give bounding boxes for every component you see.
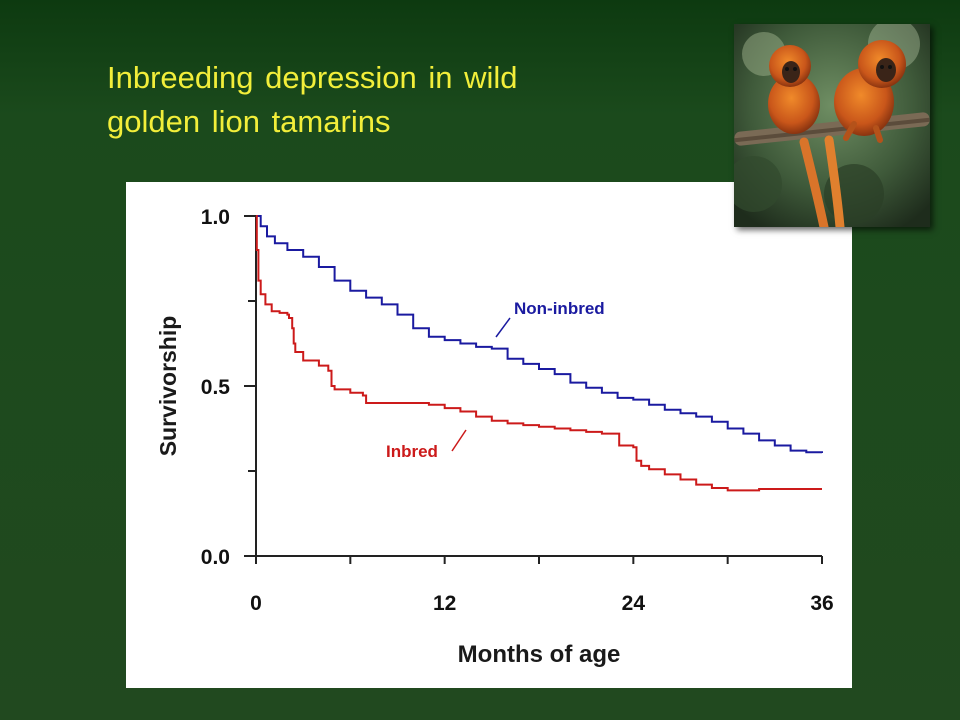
chart-panel: 0.0 0.5 1.0 0 12 24 36 Non-inbred Inbred Survi… — [126, 182, 852, 688]
tamarin-photo-illustration — [734, 24, 930, 227]
inbred-leader-line — [451, 429, 467, 452]
y-axis-label: Survivorship — [155, 316, 181, 457]
slide-title-line-1: Inbreeding depression in wild — [107, 60, 518, 95]
noninbred-leader-line — [495, 317, 511, 338]
axis-tick-labels: 0.0 0.5 1.0 0 12 24 36 — [201, 206, 834, 615]
noninbred-series-line — [256, 215, 823, 454]
survivorship-chart: 0.0 0.5 1.0 0 12 24 36 Non-inbred Inbred Survi… — [155, 206, 834, 668]
inbred-series-line — [255, 215, 822, 492]
inbred-annotation: Inbred — [386, 442, 438, 461]
x-tick-label: 24 — [622, 592, 646, 615]
x-axis-label: Months of age — [458, 641, 621, 668]
noninbred-annotation: Non-inbred — [514, 299, 605, 318]
slide-title-line-2: golden lion tamarins — [107, 104, 391, 139]
y-tick-label: 0.5 — [201, 376, 231, 399]
x-tick-label: 36 — [810, 592, 833, 615]
tamarin-photo — [734, 24, 930, 227]
y-tick-label: 0.0 — [201, 546, 230, 569]
x-tick-label: 12 — [433, 592, 456, 615]
y-tick-label: 1.0 — [201, 206, 230, 229]
axis-ticks — [244, 215, 823, 564]
x-tick-label: 0 — [250, 592, 262, 615]
slide-title: Inbreeding depression in wild golden lio… — [107, 56, 667, 144]
